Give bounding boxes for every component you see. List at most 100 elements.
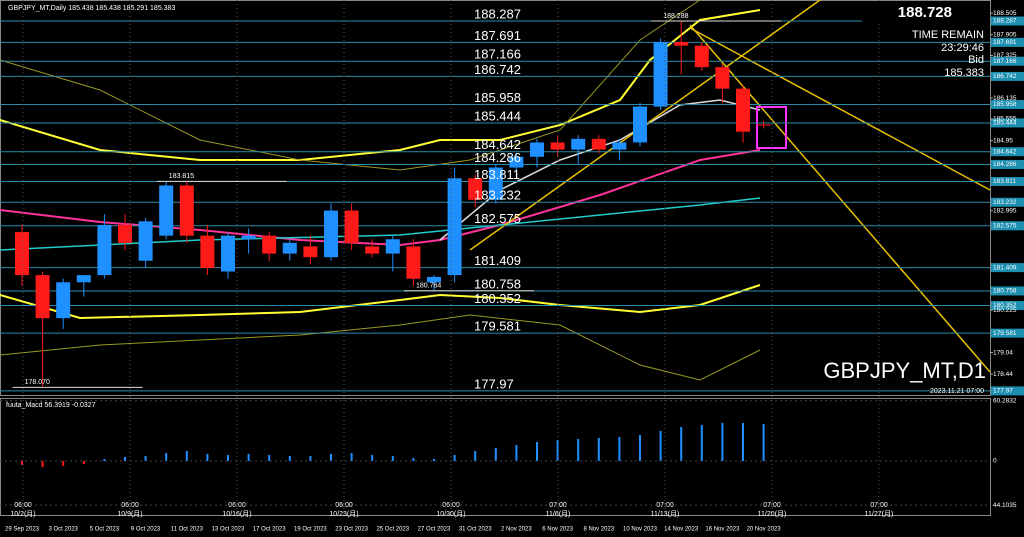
candle-body: [715, 67, 730, 89]
candle-body: [571, 138, 586, 150]
macd-bar: [268, 455, 271, 461]
candle-body: [138, 221, 153, 261]
macd-bar: [433, 459, 435, 461]
time-label: 07:00: [763, 502, 781, 509]
x-tick-label: 10 Nov 2023: [623, 527, 658, 533]
macd-bar: [350, 453, 353, 461]
macd-bar: [577, 439, 580, 461]
candle-body: [179, 185, 194, 236]
level-label: 187.691: [474, 28, 521, 43]
level-label: 180.758: [474, 276, 521, 291]
level-label: 180.352: [474, 291, 521, 306]
macd-bar: [309, 456, 312, 461]
level-axis-label: 185.958: [993, 101, 1017, 108]
time-label: 06:00: [228, 502, 246, 509]
x-tick-label: 2 Nov 2023: [501, 527, 532, 533]
level-axis-label: 187.166: [993, 58, 1017, 65]
level-axis-label: 179.581: [993, 330, 1017, 337]
level-box: [991, 37, 1024, 47]
macd-bar: [494, 448, 497, 461]
info: 23:29:46: [941, 42, 984, 54]
x-tick-label: 31 Oct 2023: [459, 527, 492, 533]
macd-bar: [103, 459, 106, 461]
level-label: 187.166: [474, 47, 521, 62]
big-price-box: [862, 2, 990, 24]
bollinger-lower: [0, 284, 761, 320]
candle-body: [241, 235, 256, 240]
level-axis-label: 186.742: [993, 73, 1017, 80]
macd-bar: [371, 455, 374, 461]
candle-body: [159, 185, 174, 236]
candle-body: [385, 239, 400, 254]
y-tick-label: 188.505: [993, 10, 1017, 17]
candle-body: [35, 275, 50, 319]
level-label: 177.97: [474, 376, 514, 391]
candle-body: [56, 282, 71, 319]
big-price: 188.728: [898, 4, 952, 21]
x-tick-label: 27 Oct 2023: [418, 527, 451, 533]
price-panel: [0, 0, 991, 396]
candle-body: [756, 124, 771, 126]
level-box: [991, 263, 1024, 273]
macd-title: fuuta_Macd 56.3919 -0.0327: [6, 402, 96, 409]
x-tick-label: 20 Nov 2023: [747, 527, 782, 533]
level-label: 186.742: [474, 62, 521, 77]
x-tick-label: 23 Oct 2023: [335, 527, 368, 533]
macd-bar: [144, 456, 147, 461]
candle-body: [344, 210, 359, 243]
macd-bar: [700, 425, 703, 461]
level-box: [991, 147, 1024, 157]
level-label: 184.286: [474, 150, 521, 165]
x-tick-label: 19 Oct 2023: [294, 527, 327, 533]
level-box: [991, 71, 1024, 81]
level-axis-label: 185.444: [993, 120, 1017, 127]
macd-bar: [515, 445, 518, 461]
time-label: 06:00: [335, 502, 353, 509]
macd-bar: [288, 456, 291, 461]
y-tick-label: 178.44: [993, 371, 1013, 378]
y-tick-label: 179.04: [993, 349, 1013, 356]
x-tick-label: 29 Sep 2023: [5, 527, 40, 533]
bollinger-upper: [0, 9, 761, 161]
macd-bar: [247, 454, 250, 461]
level-axis-label: 182.575: [993, 223, 1017, 230]
level-label: 183.811: [474, 167, 520, 182]
level-axis-label: 184.642: [993, 148, 1017, 155]
annotation: 183.815: [169, 173, 194, 180]
candle-body: [406, 246, 421, 279]
macd-bar: [391, 456, 394, 461]
time-label: 10/9(月): [117, 510, 142, 518]
band-thin: [0, 0, 701, 171]
level-box: [991, 176, 1024, 186]
macd-bar: [453, 455, 456, 461]
macd-bar: [680, 427, 683, 461]
candle-body: [468, 178, 483, 200]
level-box: [991, 386, 1024, 396]
time-label: 07:00: [549, 502, 567, 509]
level-label: 179.581: [474, 319, 521, 334]
macd-bar: [618, 437, 621, 461]
candle-body: [633, 106, 647, 143]
level-axis-label: 187.691: [993, 39, 1017, 46]
level-axis-label: 188.287: [993, 18, 1017, 25]
macd-bar: [206, 454, 209, 461]
candle-body: [221, 235, 235, 272]
level-box: [991, 159, 1024, 169]
x-tick-label: 11 Oct 2023: [171, 527, 204, 533]
macd-bar: [556, 440, 559, 461]
macd-tick-label: 0: [993, 458, 997, 465]
candle-body: [15, 232, 29, 276]
band-thin: [0, 314, 761, 381]
time-label: 07:00: [870, 502, 888, 509]
level-axis-label: 180.352: [993, 302, 1017, 309]
annotation: 180.764: [416, 283, 441, 290]
ma-cyan: [0, 197, 761, 251]
time-label: 11/13(月): [651, 510, 680, 518]
macd-bar: [474, 451, 477, 461]
level-box: [991, 100, 1024, 110]
level-label: 183.232: [474, 188, 521, 203]
candle-body: [653, 42, 668, 107]
macd-bar: [412, 458, 415, 461]
